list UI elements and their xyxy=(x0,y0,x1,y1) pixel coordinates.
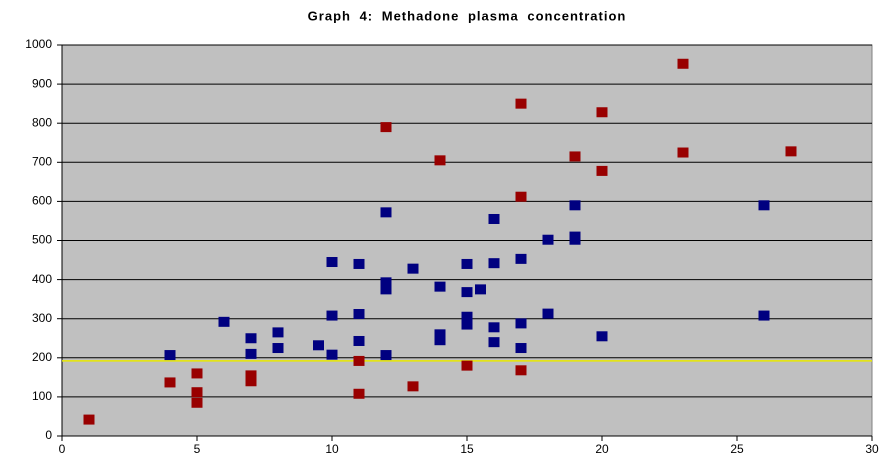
point xyxy=(191,387,203,398)
y-tick-label: 400 xyxy=(32,272,52,286)
point xyxy=(326,349,338,360)
chart-title: Graph 4: Methadone plasma concentration xyxy=(308,8,627,23)
point xyxy=(461,319,473,330)
x-tick-label: 0 xyxy=(59,442,66,456)
point xyxy=(191,368,203,379)
point xyxy=(596,331,608,342)
point xyxy=(515,343,527,354)
point xyxy=(313,340,324,351)
point xyxy=(569,151,581,162)
point xyxy=(488,213,500,224)
point xyxy=(677,58,689,69)
y-tick-label: 0 xyxy=(45,428,52,442)
point xyxy=(569,234,581,245)
point xyxy=(488,337,500,348)
point xyxy=(164,350,176,361)
point xyxy=(596,165,608,176)
point xyxy=(380,207,392,218)
point xyxy=(785,146,797,157)
point xyxy=(191,397,203,408)
y-tick-label: 600 xyxy=(32,194,52,208)
point xyxy=(677,147,689,158)
point xyxy=(542,308,554,319)
x-tick-label: 25 xyxy=(730,442,744,456)
x-tick-label: 10 xyxy=(325,442,339,456)
point xyxy=(353,335,365,346)
point xyxy=(461,287,473,298)
point xyxy=(353,258,365,269)
point xyxy=(245,333,257,344)
point xyxy=(515,253,527,264)
y-tick-label: 300 xyxy=(32,311,52,325)
point xyxy=(164,377,176,388)
point xyxy=(353,309,365,320)
point xyxy=(596,107,608,118)
point xyxy=(380,277,392,288)
point xyxy=(245,348,257,359)
x-tick-label: 15 xyxy=(460,442,474,456)
point xyxy=(434,281,446,292)
point xyxy=(515,318,527,329)
y-tick-label: 1000 xyxy=(25,37,52,51)
point xyxy=(488,258,500,269)
y-tick-label: 500 xyxy=(32,233,52,247)
point xyxy=(272,343,284,354)
point xyxy=(569,200,581,211)
x-tick-label: 30 xyxy=(865,442,879,456)
point xyxy=(434,155,446,166)
point xyxy=(434,335,446,346)
point xyxy=(461,360,473,371)
x-tick-label: 20 xyxy=(595,442,609,456)
point xyxy=(353,355,365,366)
y-tick-label: 100 xyxy=(32,389,52,403)
point xyxy=(83,414,95,425)
point xyxy=(515,98,527,109)
point xyxy=(218,316,230,327)
point xyxy=(245,376,257,387)
point xyxy=(353,388,365,399)
point xyxy=(515,365,527,376)
point xyxy=(380,122,392,133)
y-tick-label: 700 xyxy=(32,154,52,168)
point xyxy=(326,310,338,321)
point xyxy=(515,191,527,202)
point xyxy=(542,234,554,245)
y-tick-label: 200 xyxy=(32,350,52,364)
y-tick-label: 900 xyxy=(32,76,52,90)
y-tick-label: 800 xyxy=(32,115,52,129)
point xyxy=(758,310,770,321)
point xyxy=(758,200,770,211)
point xyxy=(488,322,500,333)
x-tick-label: 5 xyxy=(194,442,201,456)
point xyxy=(272,327,284,338)
point xyxy=(407,381,419,392)
point xyxy=(380,350,392,361)
point xyxy=(245,370,257,381)
point xyxy=(475,284,486,295)
point xyxy=(326,257,338,268)
point xyxy=(380,284,392,295)
point xyxy=(461,311,473,322)
point xyxy=(434,329,446,340)
point xyxy=(407,263,419,274)
point xyxy=(461,258,473,269)
